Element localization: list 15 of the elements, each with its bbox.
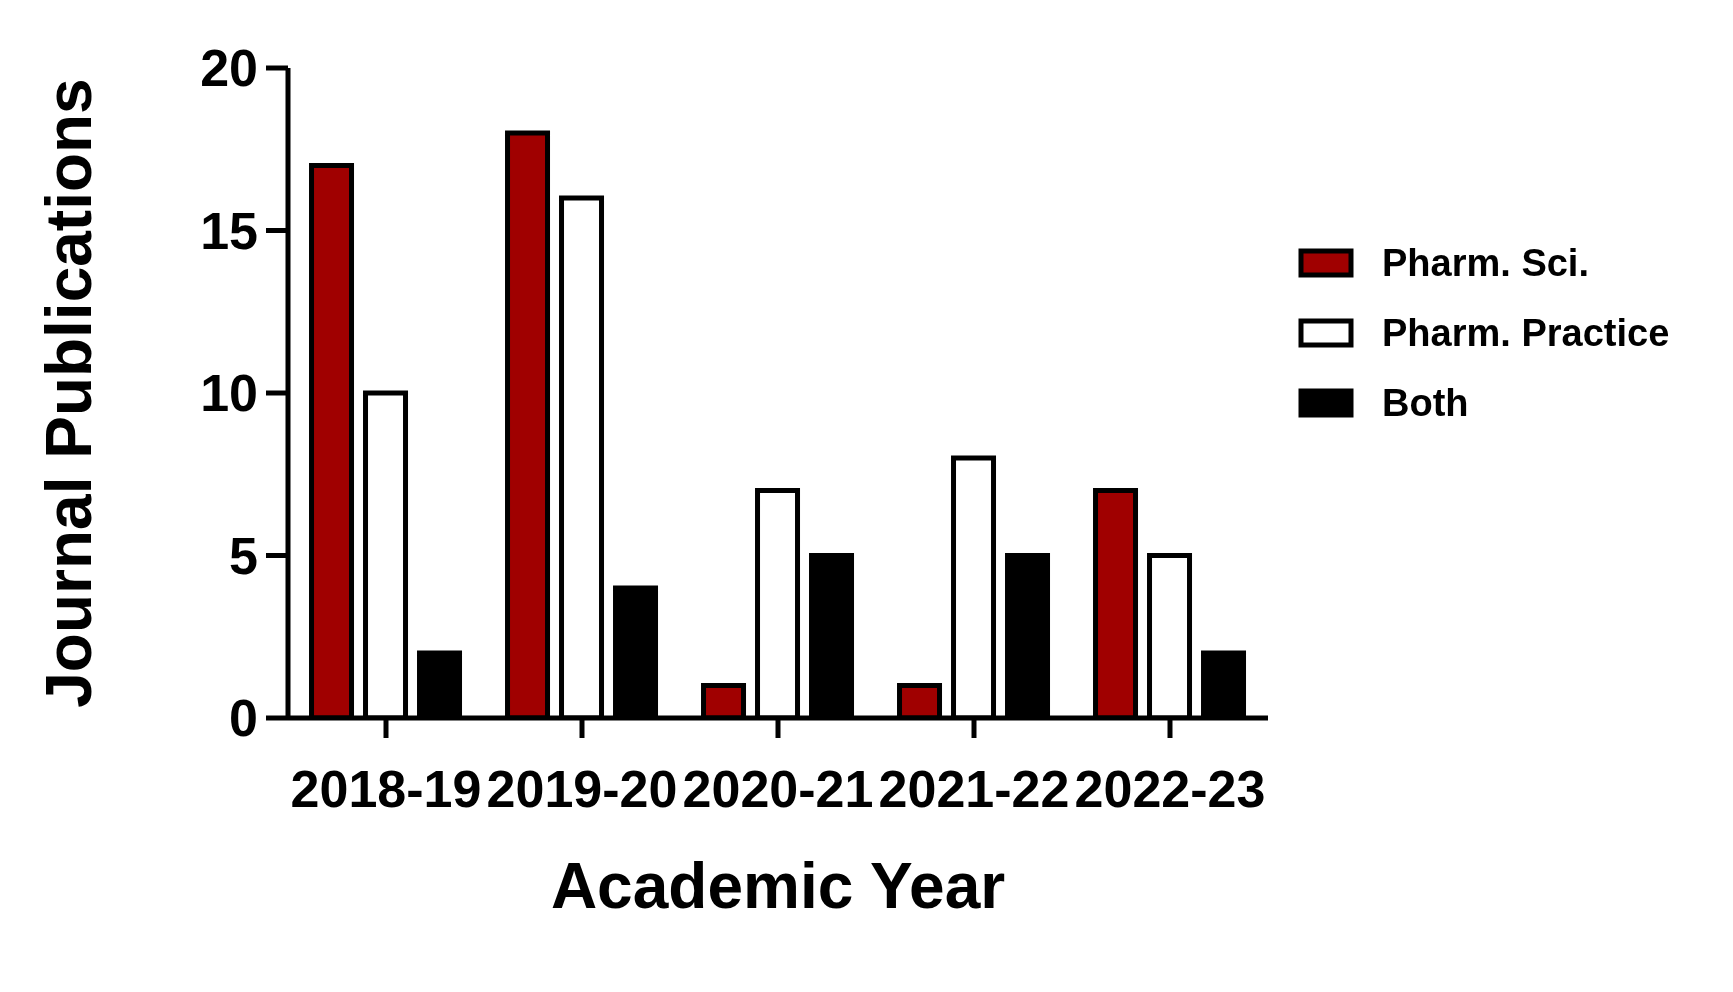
x-tick-label: 2018-19	[290, 759, 482, 818]
y-tick-label: 20	[200, 39, 258, 98]
legend-label: Both	[1382, 381, 1469, 425]
legend-label: Pharm. Sci.	[1382, 241, 1589, 285]
x-tick-label: 2019-20	[486, 759, 678, 818]
y-tick-label: 15	[200, 201, 258, 260]
legend-label: Pharm. Practice	[1382, 311, 1670, 355]
x-tick-label: 2021-22	[878, 759, 1070, 818]
y-tick-label: 0	[229, 689, 258, 748]
y-tick-label: 5	[229, 526, 258, 585]
x-tick-label: 2022-23	[1074, 759, 1266, 818]
x-axis-title: Academic Year	[550, 850, 1006, 922]
y-tick-label: 10	[200, 364, 258, 423]
y-axis-title: Journal Publications	[32, 78, 105, 708]
x-tick-label: 2020-21	[682, 759, 874, 818]
